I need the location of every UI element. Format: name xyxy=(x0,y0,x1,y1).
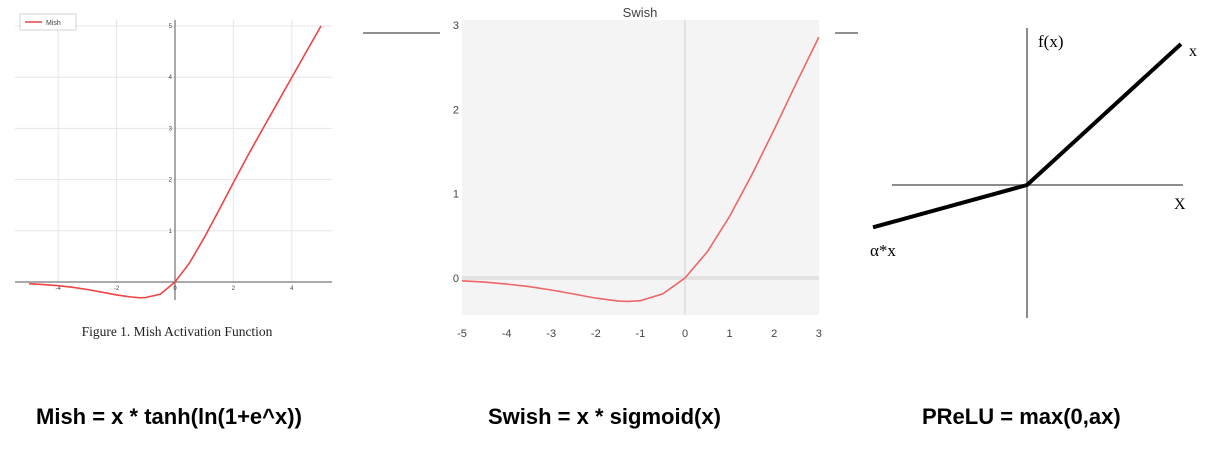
mish-x-tick: -2 xyxy=(114,286,120,292)
prelu-series-line xyxy=(872,42,1183,230)
swish-y-tick: 3 xyxy=(453,20,459,32)
mish-x-tick: -4 xyxy=(56,286,62,292)
mish-y-tick: 3 xyxy=(169,126,173,132)
mish-gridlines xyxy=(15,20,332,282)
swish-chart: Swish -5 -4 -3 -2 -1 0 1 2 3 0 1 2 3 xyxy=(363,5,858,340)
mish-x-tick: 4 xyxy=(290,286,294,292)
prelu-chart: f(x) X x α*x xyxy=(870,28,1197,318)
mish-y-tick: 4 xyxy=(169,75,173,81)
swish-x-tick: 0 xyxy=(682,328,688,340)
mish-formula: Mish = x * tanh(ln(1+e^x)) xyxy=(36,404,302,429)
mish-x-tick: 0 xyxy=(173,286,177,292)
swish-series-line xyxy=(461,36,820,303)
swish-tick-labels: -5 -4 -3 -2 -1 0 1 2 3 0 1 2 3 xyxy=(453,20,822,340)
mish-legend-label: Mish xyxy=(46,20,61,27)
prelu-y-label: f(x) xyxy=(1038,32,1063,51)
swish-x-tick: -5 xyxy=(457,328,467,340)
swish-x-tick: -3 xyxy=(546,328,556,340)
prelu-negative-line-label: α*x xyxy=(870,241,896,260)
swish-y-tick: 1 xyxy=(453,189,459,201)
mish-legend xyxy=(19,13,77,31)
mish-x-tick: 2 xyxy=(232,286,236,292)
swish-y-tick: 2 xyxy=(453,104,459,116)
swish-title: Swish xyxy=(623,5,658,20)
mish-caption: Figure 1. Mish Activation Function xyxy=(82,324,273,339)
swish-x-tick: 3 xyxy=(816,328,822,340)
mish-chart: -4 -2 0 2 4 1 2 3 4 5 Mish Figure 1. Mish Activat… xyxy=(15,13,332,339)
prelu-x-label: X xyxy=(1174,196,1186,213)
mish-tick-labels: -4 -2 0 2 4 1 2 3 4 5 xyxy=(56,24,295,292)
swish-formula: Swish = x * sigmoid(x) xyxy=(488,404,721,429)
swish-x-tick: -4 xyxy=(502,328,512,340)
prelu-positive-line-label: x xyxy=(1189,43,1197,60)
swish-x-tick: -2 xyxy=(591,328,601,340)
swish-y-tick: 0 xyxy=(453,273,459,285)
mish-y-tick: 5 xyxy=(169,24,173,30)
prelu-formula: PReLU = max(0,ax) xyxy=(922,404,1121,429)
mish-series-line xyxy=(28,25,322,299)
swish-x-tick: 2 xyxy=(771,328,777,340)
swish-x-tick: 1 xyxy=(727,328,733,340)
mish-y-tick: 1 xyxy=(169,229,173,235)
swish-plot-area xyxy=(462,20,819,315)
mish-y-tick: 2 xyxy=(169,178,173,184)
swish-x-tick: -1 xyxy=(636,328,646,340)
